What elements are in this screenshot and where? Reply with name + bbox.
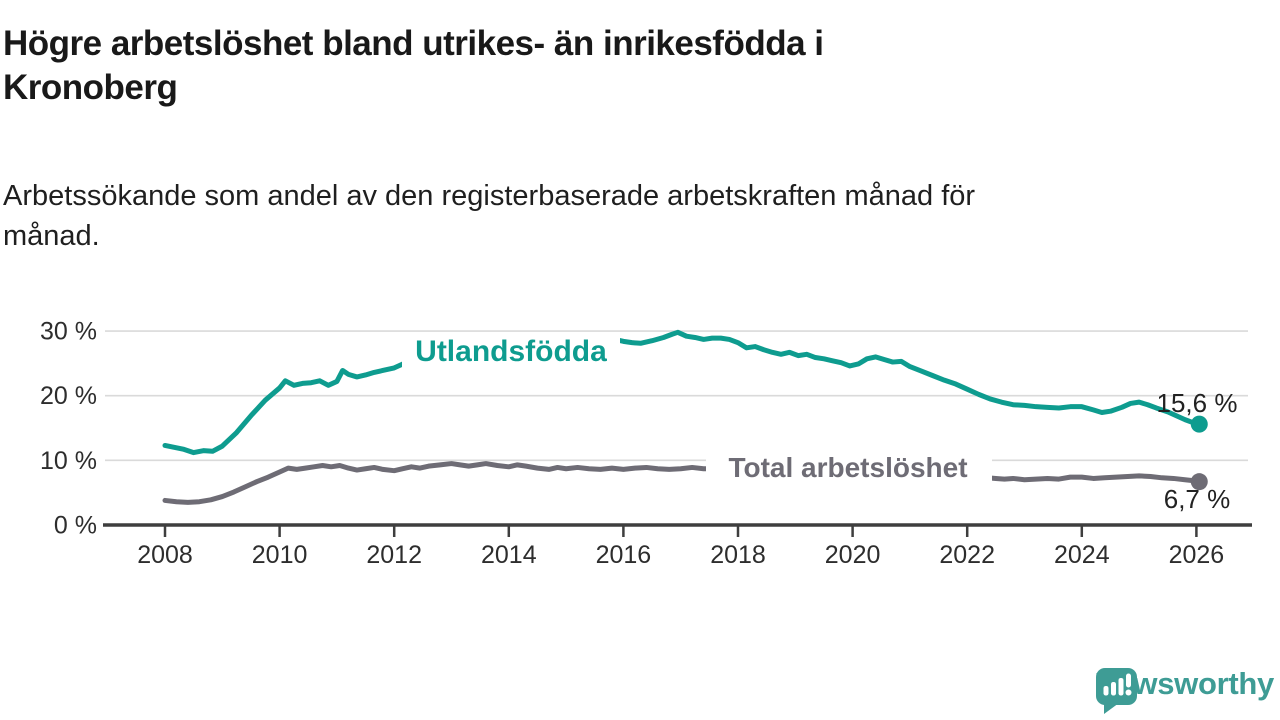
series-label-0: Utlandsfödda (415, 335, 607, 368)
x-tick-label: 2010 (252, 541, 308, 569)
series-line-1 (162, 461, 1202, 505)
chart-subtitle-line-1: Arbetssökande som andel av den registerb… (3, 180, 976, 212)
x-tick-label: 2012 (366, 541, 422, 569)
y-tick-label: 0 % (54, 512, 97, 540)
end-dot-0 (1190, 415, 1208, 433)
x-tick-label: 2014 (481, 541, 537, 569)
newsworthy-logo: Newsworthy (1094, 666, 1274, 714)
x-tick-label: 2018 (710, 541, 766, 569)
end-value-label-0: 15,6 % (1157, 388, 1238, 418)
series-line-0 (162, 329, 1202, 456)
chart-title: Högre arbetslöshet bland utrikes- än inr… (3, 22, 1083, 110)
x-tick-label: 2022 (939, 541, 995, 569)
end-dot-1 (1190, 473, 1208, 491)
chart-title-line-2: Kronoberg (3, 68, 178, 107)
newsworthy-speech-bubble-bar-chart-icon (1096, 668, 1138, 714)
chart-title-line-1: Högre arbetslöshet bland utrikes- än inr… (3, 24, 824, 63)
x-tick-label: 2008 (137, 541, 193, 569)
x-tick-label: 2024 (1054, 541, 1110, 569)
y-tick-label: 10 % (40, 447, 97, 475)
y-tick-label: 30 % (40, 318, 97, 346)
chart-subtitle: Arbetssökande som andel av den registerb… (3, 176, 1178, 256)
series-label-mask-1 (706, 452, 992, 483)
x-tick-label: 2016 (596, 541, 652, 569)
y-tick-label: 20 % (40, 382, 97, 410)
x-tick-label: 2026 (1169, 541, 1225, 569)
series-label-mask-0 (402, 333, 620, 367)
series-label-1: Total arbetslöshet (728, 452, 967, 483)
end-value-label-1: 6,7 % (1164, 484, 1231, 514)
x-tick-label: 2020 (825, 541, 881, 569)
chart-subtitle-line-2: månad. (3, 220, 100, 252)
